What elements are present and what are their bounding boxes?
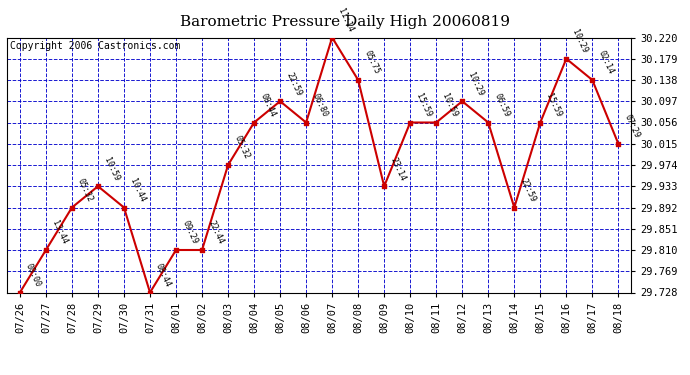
Text: 10:44: 10:44 [128, 177, 147, 203]
Text: 08:44: 08:44 [258, 92, 277, 118]
Point [301, 120, 312, 126]
Text: 15:59: 15:59 [415, 92, 433, 118]
Point [119, 204, 130, 210]
Point [457, 98, 468, 104]
Point [483, 120, 494, 126]
Point [66, 204, 77, 210]
Point [41, 247, 52, 253]
Point [561, 56, 572, 62]
Point [613, 141, 624, 147]
Point [535, 120, 546, 126]
Point [275, 98, 286, 104]
Point [144, 290, 155, 296]
Text: 13:44: 13:44 [50, 219, 69, 246]
Text: 11:14: 11:14 [336, 7, 355, 33]
Text: 09:29: 09:29 [180, 219, 199, 246]
Point [431, 120, 442, 126]
Point [353, 77, 364, 83]
Point [170, 247, 181, 253]
Point [404, 120, 415, 126]
Text: 08:44: 08:44 [154, 262, 173, 288]
Point [509, 204, 520, 210]
Point [197, 247, 208, 253]
Text: 05:75: 05:75 [362, 50, 381, 76]
Text: Barometric Pressure Daily High 20060819: Barometric Pressure Daily High 20060819 [180, 15, 510, 29]
Point [326, 34, 337, 40]
Text: 07:29: 07:29 [622, 113, 641, 140]
Point [248, 120, 259, 126]
Text: 15:59: 15:59 [544, 92, 563, 118]
Point [586, 77, 598, 83]
Text: 05:32: 05:32 [76, 177, 95, 203]
Point [92, 183, 104, 189]
Text: 02:14: 02:14 [596, 50, 615, 76]
Text: 00:00: 00:00 [24, 262, 43, 288]
Text: 06:59: 06:59 [493, 92, 511, 118]
Text: 10:59: 10:59 [440, 92, 459, 118]
Text: 23:14: 23:14 [388, 156, 407, 182]
Text: Copyright 2006 Castronics.com: Copyright 2006 Castronics.com [10, 41, 180, 51]
Text: 05:32: 05:32 [233, 134, 251, 161]
Text: 22:59: 22:59 [284, 70, 303, 97]
Point [379, 183, 390, 189]
Text: 10:59: 10:59 [102, 156, 121, 182]
Point [14, 290, 26, 296]
Text: 22:44: 22:44 [206, 219, 225, 246]
Text: 10:29: 10:29 [571, 28, 589, 55]
Point [223, 162, 234, 168]
Text: 10:29: 10:29 [466, 70, 485, 97]
Text: 22:59: 22:59 [518, 177, 537, 203]
Text: 06:80: 06:80 [310, 92, 329, 118]
